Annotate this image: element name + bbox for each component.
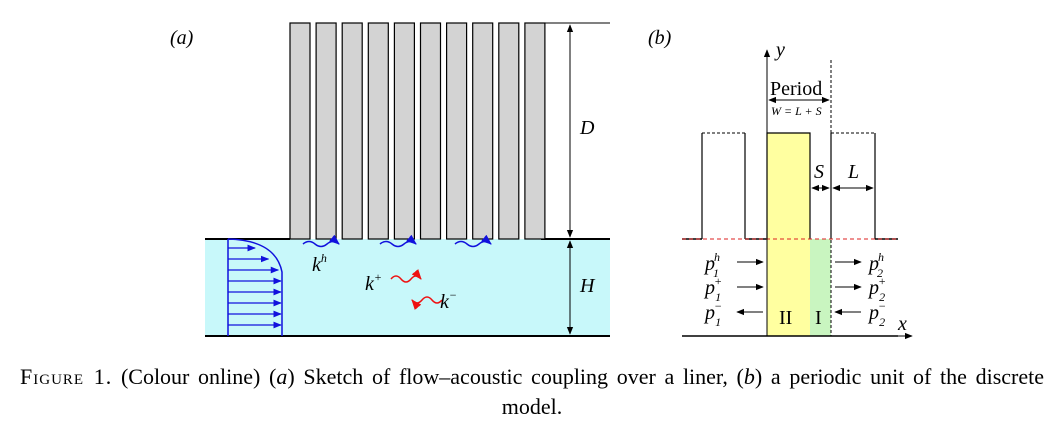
caption-text-1: (Colour online) ( xyxy=(120,364,277,389)
axis-x-label: x xyxy=(897,313,907,335)
label-L: L xyxy=(847,161,859,183)
label-p2h: ph 2 xyxy=(867,250,884,280)
wave-kh-2 xyxy=(379,234,417,248)
velocity-arrows xyxy=(228,244,282,329)
label-H: H xyxy=(579,275,596,297)
wave-kplus xyxy=(390,269,422,283)
liner-wall xyxy=(472,22,494,240)
wall-left xyxy=(701,133,746,239)
liner-wall xyxy=(315,22,337,240)
label-p2plus: p+ 2 xyxy=(867,274,886,304)
liner-wall xyxy=(498,22,520,240)
liner-wall xyxy=(419,22,442,240)
wave-kh-1 xyxy=(302,234,340,248)
figure-caption: Figure 1. (Colour online) (a) Sketch of … xyxy=(20,362,1044,422)
liner-wall xyxy=(524,22,546,240)
fluid-channel xyxy=(205,239,610,336)
caption-a-tag: a xyxy=(276,364,288,389)
velocity-profile-curve xyxy=(227,238,283,336)
figure-1: (a) D H kh k+ k− (b) xyxy=(170,22,913,340)
region-II-fill xyxy=(767,133,810,336)
label-S: S xyxy=(814,161,824,183)
period-formula: W = L + S xyxy=(771,104,822,118)
caption-text-2: ) Sketch of flow–acoustic coupling over … xyxy=(287,364,744,389)
region-II-label: II xyxy=(779,307,792,329)
liner-wall xyxy=(341,22,363,240)
wall-right xyxy=(830,133,876,239)
label-p2minus: p− 2 xyxy=(867,299,886,329)
liner-wall xyxy=(446,22,468,240)
wave-kh-3 xyxy=(454,234,492,248)
label-p1h: ph 1 xyxy=(703,250,720,280)
region-I-label: I xyxy=(815,307,822,329)
label-p1minus: p− 1 xyxy=(703,299,722,329)
panel-a: (a) D H kh k+ k− xyxy=(170,22,610,337)
period-label: Period xyxy=(770,78,822,100)
label-kplus: k+ xyxy=(365,270,382,295)
axis-y-label: y xyxy=(774,39,785,61)
caption-text-3: ) a periodic unit of the discrete model. xyxy=(501,364,1044,419)
panel-b: (b) y x Period W = L + S S L II I xyxy=(648,27,913,340)
label-p1plus: p+ 1 xyxy=(703,274,722,304)
region-I-fill xyxy=(810,239,831,336)
panel-b-tag: (b) xyxy=(648,27,672,49)
liner-walls xyxy=(289,22,546,240)
label-kh: kh xyxy=(312,251,327,276)
label-kminus: k− xyxy=(440,288,457,313)
caption-figure-label: Figure 1. xyxy=(20,364,113,389)
liner-wall xyxy=(393,22,415,240)
wave-kminus xyxy=(411,296,443,310)
label-D: D xyxy=(579,117,595,139)
liner-wall xyxy=(289,22,311,240)
caption-b-tag: b xyxy=(743,364,755,389)
liner-wall xyxy=(367,22,389,240)
panel-a-tag: (a) xyxy=(170,27,194,49)
